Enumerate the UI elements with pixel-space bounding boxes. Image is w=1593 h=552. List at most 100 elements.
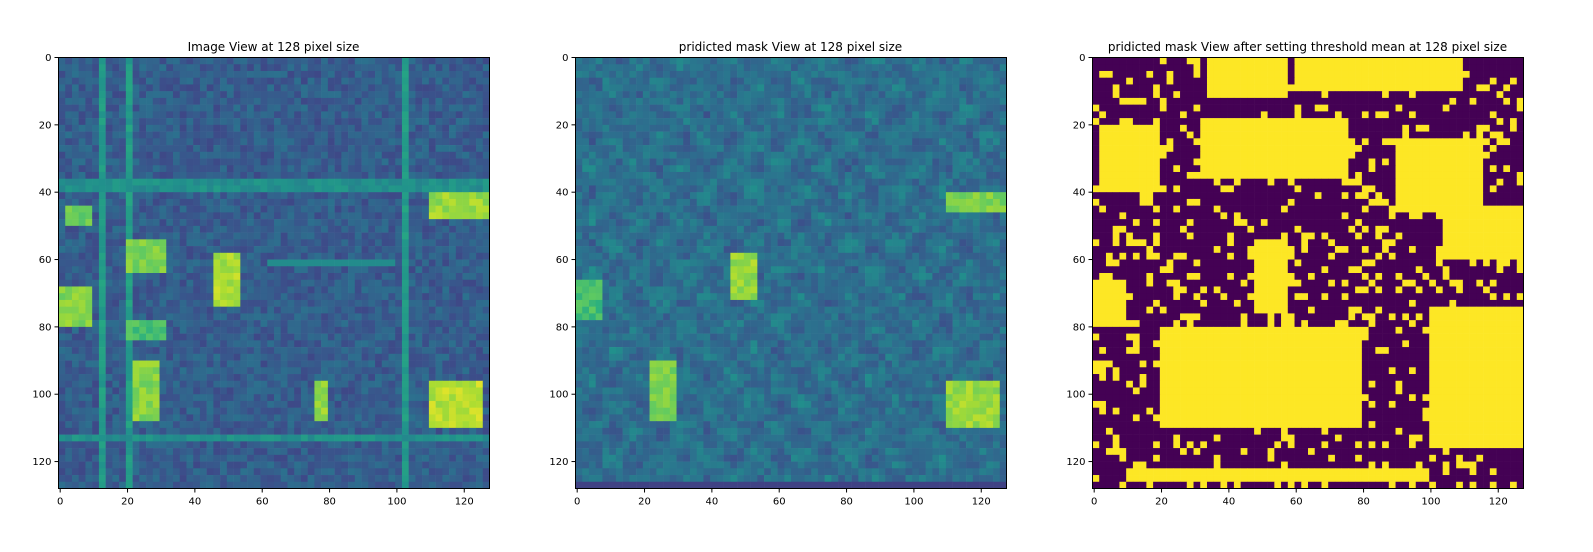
heatmap-cell [274, 225, 282, 233]
heatmap-cell [455, 225, 463, 233]
heatmap-cell [260, 171, 268, 180]
heatmap-cell [401, 299, 409, 307]
heatmap-cell [179, 320, 187, 328]
heatmap-cell [716, 97, 724, 105]
heatmap-cell [307, 118, 315, 126]
heatmap-cell [112, 313, 120, 321]
heatmap-cell [172, 138, 181, 146]
heatmap-cell [220, 441, 228, 449]
y-tick-label: 120 [32, 457, 51, 468]
heatmap-cell [939, 91, 947, 99]
heatmap-cell [743, 77, 751, 85]
heatmap-cell [375, 353, 383, 361]
heatmap-cell [112, 326, 120, 334]
heatmap-cell [159, 387, 167, 395]
heatmap-cell [294, 145, 302, 153]
heatmap-cell [476, 259, 484, 267]
heatmap-cell [428, 219, 436, 227]
heatmap-cell [375, 340, 383, 348]
heatmap-cell [92, 198, 100, 206]
heatmap-cell [797, 111, 805, 119]
heatmap-cell [314, 387, 322, 395]
heatmap-cell [253, 252, 261, 260]
heatmap-cell [152, 333, 160, 341]
heatmap-cell [294, 219, 302, 227]
heatmap-cell [885, 97, 893, 105]
heatmap-cell [777, 77, 785, 85]
heatmap-cell [220, 481, 228, 489]
heatmap-cell [689, 97, 698, 105]
heatmap-cell [294, 400, 302, 408]
heatmap-cell [435, 421, 443, 429]
heatmap-cell [260, 185, 268, 193]
heatmap-cell [166, 118, 174, 126]
heatmap-cell [381, 84, 389, 92]
heatmap-cell [791, 57, 799, 65]
heatmap-cell [395, 374, 403, 382]
heatmap-cell [723, 104, 731, 112]
heatmap-cell [139, 273, 147, 281]
heatmap-cell [71, 246, 79, 254]
heatmap-cell [791, 138, 799, 146]
heatmap-cell [966, 111, 974, 119]
heatmap-cell [341, 293, 349, 301]
heatmap-cell [348, 111, 356, 119]
heatmap-cell [65, 353, 73, 361]
heatmap-cell [408, 299, 416, 307]
heatmap-cell [247, 407, 255, 415]
heatmap-cell [804, 104, 812, 112]
heatmap-cell [327, 293, 335, 301]
heatmap-cell [469, 279, 477, 287]
heatmap-cell [469, 326, 477, 334]
heatmap-cell [274, 124, 282, 132]
heatmap-cell [851, 91, 859, 99]
heatmap-cell [193, 111, 201, 119]
heatmap-cell [146, 97, 154, 105]
heatmap-cell [979, 118, 987, 126]
heatmap-cell [945, 104, 953, 112]
heatmap-cell [595, 97, 603, 105]
heatmap-cell [300, 259, 308, 267]
heatmap-cell [791, 145, 799, 153]
heatmap-cell [220, 124, 228, 132]
heatmap-cell [797, 145, 805, 153]
heatmap-cell [462, 252, 470, 260]
heatmap-cell [179, 239, 187, 247]
heatmap-cell [669, 111, 677, 119]
heatmap-cell [388, 279, 396, 287]
heatmap-cell [105, 421, 113, 429]
heatmap-cell [422, 273, 430, 281]
heatmap-cell [78, 306, 86, 314]
heatmap-cell [280, 387, 288, 395]
heatmap-cell [462, 57, 470, 65]
heatmap-cell [321, 64, 329, 72]
heatmap-cell [206, 118, 214, 126]
heatmap-cell [58, 481, 66, 489]
heatmap-cell [226, 347, 234, 355]
heatmap-cell [85, 481, 93, 489]
heatmap-cell [422, 145, 430, 153]
heatmap-cell [206, 313, 214, 321]
heatmap-cell [307, 273, 315, 281]
heatmap-cell [348, 138, 356, 146]
heatmap-cell [408, 481, 416, 489]
heatmap-cell [199, 400, 207, 408]
heatmap-cell [186, 273, 194, 281]
heatmap-cell [939, 70, 947, 78]
heatmap-cell [321, 158, 329, 166]
heatmap-cell [375, 313, 383, 321]
heatmap-cell [98, 171, 106, 180]
heatmap-cell [300, 178, 308, 186]
heatmap-cell [469, 380, 477, 388]
heatmap-cell [92, 380, 100, 388]
heatmap-cell [166, 185, 174, 193]
heatmap-cell [415, 232, 423, 240]
heatmap-cell [375, 320, 383, 328]
heatmap-cell [327, 118, 335, 126]
heatmap-cell [58, 273, 66, 281]
heatmap-cell [341, 171, 349, 180]
heatmap-cell [199, 138, 207, 146]
heatmap-cell [449, 57, 457, 65]
heatmap-cell [267, 118, 275, 126]
heatmap-cell [267, 77, 275, 85]
